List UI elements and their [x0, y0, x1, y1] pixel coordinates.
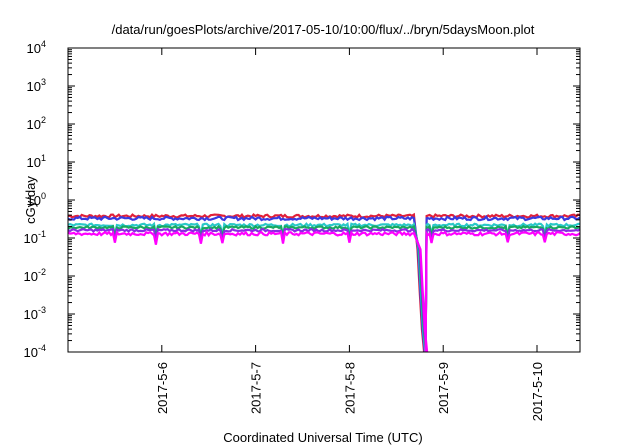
series-segment: [424, 230, 581, 353]
series-segment: [67, 215, 426, 353]
series-segment: [67, 224, 427, 353]
series-line: [67, 227, 581, 353]
y-tick-label: 101: [27, 153, 46, 170]
series-line: [67, 229, 581, 353]
plot-frame: [67, 47, 581, 353]
series-segment: [424, 224, 581, 353]
y-tick-exponent: 2: [41, 115, 46, 125]
y-tick-label: 10-1: [24, 229, 46, 246]
x-tick-label: 2017-5-7: [249, 362, 264, 414]
x-tick-label: 2017-5-8: [342, 362, 357, 414]
y-tick-exponent: 3: [41, 77, 46, 87]
y-tick-label: 100: [27, 191, 46, 208]
series-segment: [67, 227, 428, 353]
y-tick-exponent: -2: [38, 267, 46, 277]
series-segment: [424, 214, 581, 353]
series-line: [67, 214, 581, 353]
x-axis-label: Coordinated Universal Time (UTC): [223, 430, 422, 445]
y-tick-label: 10-4: [24, 343, 46, 360]
series-segment: [67, 212, 426, 353]
y-tick-label: 102: [27, 115, 46, 132]
y-tick-exponent: 4: [41, 39, 46, 49]
series-segment: [67, 229, 429, 353]
series-segment: [424, 222, 581, 353]
series-segment: [424, 227, 581, 353]
y-tick-label: 10-2: [24, 267, 46, 284]
y-tick-exponent: 0: [41, 191, 46, 201]
series-segment: [67, 221, 427, 353]
series-layer: [67, 212, 581, 353]
y-tick-exponent: -1: [38, 229, 46, 239]
y-tick-label: 103: [27, 77, 46, 94]
y-tick-exponent: -3: [38, 305, 46, 315]
y-axis-label: cGy/day: [23, 176, 38, 224]
y-tick-label: 104: [27, 39, 46, 56]
y-tick-exponent: 1: [41, 153, 46, 163]
x-tick-label: 2017-5-6: [155, 362, 170, 414]
y-tick-label: 10-3: [24, 305, 46, 322]
y-tick-exponent: -4: [38, 343, 46, 353]
series-line: [67, 224, 581, 353]
series-segment: [424, 213, 581, 353]
series-line: [67, 221, 581, 353]
x-tick-label: 2017-5-9: [436, 362, 451, 414]
chart-title: /data/run/goesPlots/archive/2017-05-10/1…: [112, 22, 535, 37]
x-tick-label: 2017-5-10: [530, 362, 545, 421]
